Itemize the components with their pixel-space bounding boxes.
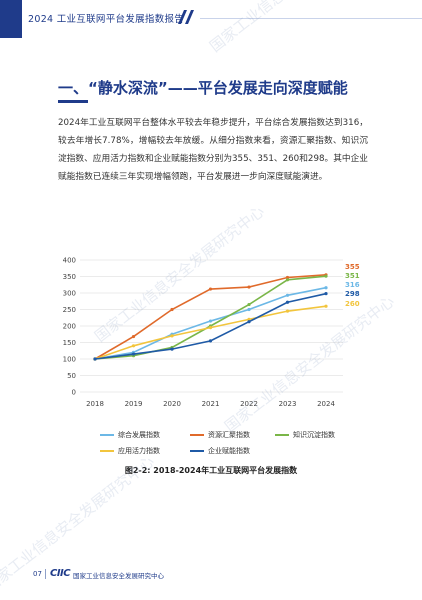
end-data-label: 316 — [345, 281, 360, 289]
legend-label: 知识沉淀指数 — [293, 431, 335, 439]
data-point — [285, 300, 290, 304]
y-tick-label: 300 — [63, 290, 76, 298]
legend-label: 应用活力指数 — [118, 447, 160, 455]
legend-swatch — [275, 433, 289, 437]
y-tick-label: 400 — [63, 257, 76, 265]
legend-swatch — [100, 449, 114, 453]
data-point — [208, 326, 213, 330]
end-data-label: 355 — [345, 263, 360, 271]
page-header: 2024 工业互联网平台发展指数报告 — [0, 0, 422, 38]
page-footer: 07 CIIC 国家工业信息安全发展研究中心 — [0, 560, 422, 590]
data-point — [170, 347, 174, 351]
x-tick-label: 2021 — [202, 400, 220, 408]
data-point — [247, 285, 251, 289]
legend-item: 综合发展指数 — [100, 430, 160, 440]
y-tick-label: 100 — [63, 356, 76, 364]
slash-logo-icon — [178, 10, 194, 24]
end-data-label: 351 — [345, 272, 360, 280]
x-tick-label: 2018 — [86, 400, 104, 408]
data-point — [247, 320, 251, 324]
section-title: 一、“静水深流”——平台发展走向深度赋能 — [58, 79, 348, 97]
data-point — [131, 352, 136, 356]
line-chart-svg: 0 50 100 150 200 250 300 350 400 2018 2019 2020 2021… — [63, 257, 360, 409]
legend-item: 企业赋能指数 — [190, 446, 250, 456]
footer-organization: 国家工业信息安全发展研究中心 — [73, 572, 164, 580]
end-data-label: 260 — [345, 300, 360, 308]
x-tick-label: 2020 — [163, 400, 181, 408]
y-tick-label: 0 — [72, 389, 76, 397]
data-point — [285, 309, 290, 313]
data-point — [324, 304, 328, 308]
legend-label: 综合发展指数 — [118, 431, 160, 439]
legend-swatch — [190, 449, 204, 453]
legend-label: 资源汇聚指数 — [208, 431, 250, 439]
data-point — [93, 357, 97, 361]
x-tick-label: 2022 — [240, 400, 258, 408]
data-point — [208, 319, 213, 323]
page-number: 07 — [33, 570, 42, 578]
footer-divider — [45, 569, 46, 579]
data-point — [285, 293, 290, 297]
header-title: 2024 工业互联网平台发展指数报告 — [28, 14, 185, 25]
series-line — [94, 286, 327, 360]
y-tick-label: 150 — [63, 339, 76, 347]
data-point — [208, 339, 213, 343]
x-tick-label: 2023 — [279, 400, 297, 408]
x-tick-label: 2019 — [125, 400, 143, 408]
end-data-label: 298 — [345, 290, 360, 298]
legend-swatch — [190, 433, 204, 437]
data-point — [131, 334, 136, 339]
data-point — [324, 274, 328, 278]
data-point — [208, 287, 213, 291]
figure-caption: 图2-2: 2018-2024年工业互联网平台发展指数 — [124, 466, 298, 475]
data-point — [285, 275, 290, 280]
y-tick-label: 50 — [67, 372, 76, 380]
x-tick-label: 2024 — [317, 400, 335, 408]
y-tick-label: 200 — [63, 323, 76, 331]
data-point — [247, 302, 251, 307]
series-line — [94, 305, 327, 360]
ciic-logo: CIIC — [50, 568, 71, 579]
data-point — [170, 307, 174, 312]
legend-item: 资源汇聚指数 — [190, 430, 250, 440]
legend-item: 应用活力指数 — [100, 446, 160, 456]
data-point — [170, 334, 174, 338]
section-title-underline — [58, 100, 88, 103]
data-point — [324, 286, 328, 290]
data-point — [247, 317, 251, 321]
line-chart: 0 50 100 150 200 250 300 350 400 2018 2019 2020 2021… — [58, 250, 378, 415]
body-paragraph: 2024年工业互联网平台整体水平较去年稳步提升，平台综合发展指数达到316，较去… — [58, 118, 368, 182]
legend-item: 知识沉淀指数 — [275, 430, 335, 440]
legend-swatch — [100, 433, 114, 437]
data-point — [131, 344, 136, 348]
data-point — [324, 292, 328, 296]
data-point — [247, 307, 251, 312]
y-tick-label: 250 — [63, 306, 76, 314]
header-rule — [200, 18, 422, 19]
legend-label: 企业赋能指数 — [208, 447, 250, 455]
data-point — [285, 278, 290, 282]
header-accent-bar — [0, 0, 22, 38]
y-tick-label: 350 — [63, 273, 76, 281]
